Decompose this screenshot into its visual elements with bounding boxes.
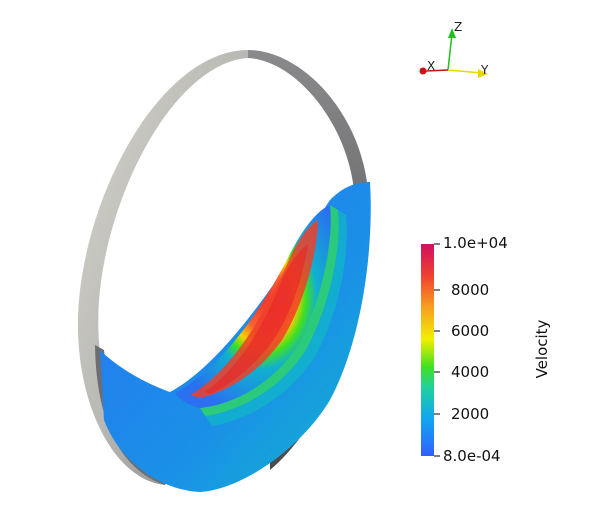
x-axis-line (425, 69, 449, 72)
fluid-surface (100, 182, 371, 492)
y-axis-label: Y (481, 63, 489, 77)
y-axis-arrow (478, 69, 488, 78)
z-axis-arrow (448, 28, 456, 38)
colorbar[interactable] (421, 243, 440, 457)
z-axis-label: Z (454, 20, 463, 34)
x-axis-arrow (419, 67, 427, 75)
x-axis-label: X (427, 59, 436, 73)
colorbar-title: Velocity (533, 319, 551, 379)
orientation-axes[interactable] (419, 28, 489, 78)
colorbar-tick-label: 2000 (451, 405, 490, 423)
colorbar-gradient (421, 244, 434, 456)
colorbar-min-label: 8.0e-04 (443, 447, 501, 465)
z-axis-line (447, 33, 453, 71)
colorbar-tick-label: 6000 (451, 322, 490, 340)
colorbar-tick-label: 8000 (451, 281, 490, 299)
y-axis-line (447, 69, 483, 74)
colorbar-tick-label: 4000 (451, 363, 490, 381)
colorbar-max-label: 1.0e+04 (443, 234, 508, 252)
